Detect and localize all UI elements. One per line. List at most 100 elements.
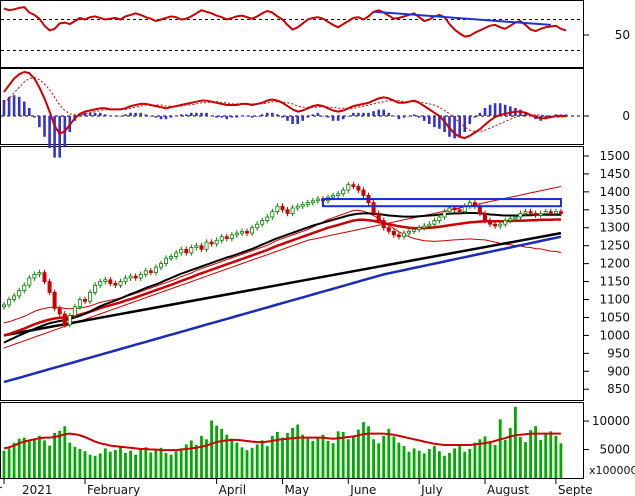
price-tick-label: 1200 <box>599 257 630 271</box>
macd-histogram-bar <box>412 114 416 116</box>
candle-body <box>447 207 452 212</box>
candle-body <box>270 211 275 218</box>
volume-bar <box>17 438 21 478</box>
volume-bar <box>27 441 31 478</box>
candle-body <box>153 266 158 274</box>
volume-bar <box>240 447 244 478</box>
volume-bar <box>129 450 132 478</box>
macd-tick-label: 0 <box>622 109 630 123</box>
candle-body <box>488 220 493 225</box>
candle-body <box>52 291 57 309</box>
volume-bar <box>149 452 153 478</box>
volume-bar <box>250 447 254 478</box>
macd-histogram-bar <box>463 116 466 132</box>
candle-body <box>77 299 82 308</box>
candle-body <box>558 211 563 214</box>
macd-histogram-bar <box>291 116 294 124</box>
ma-red-line <box>3 218 561 337</box>
macd-histogram-bar <box>154 116 158 118</box>
candle-body <box>386 227 391 232</box>
volume-bar <box>549 431 553 478</box>
macd-histogram-bar <box>321 116 325 117</box>
candle-body <box>204 241 209 250</box>
candle-body <box>113 282 118 286</box>
candle-body <box>260 220 265 225</box>
macd-histogram-bar <box>109 116 112 117</box>
volume-bar <box>22 437 26 478</box>
volume-bar <box>367 426 370 478</box>
candle-body <box>83 299 88 302</box>
macd-histogram-bar <box>38 116 41 128</box>
candle-body <box>452 207 457 211</box>
price-tick-label: 850 <box>607 382 630 396</box>
volume-bar <box>326 441 330 478</box>
macd-histogram-bar <box>144 114 148 116</box>
volume-bar <box>453 448 456 478</box>
candle-body <box>498 223 503 227</box>
macd-histogram-bar <box>23 101 26 116</box>
volume-bar <box>230 438 234 478</box>
volume-bar <box>58 430 62 478</box>
rsi-tick-label: 50 <box>615 28 630 42</box>
volume-bar <box>184 444 188 478</box>
macd-histogram-bar <box>453 116 456 139</box>
candle-body <box>280 205 285 211</box>
volume-bar <box>164 453 168 478</box>
volume-bar <box>458 445 462 478</box>
candle-body <box>103 279 108 282</box>
volume-bar <box>43 440 46 478</box>
candle-body <box>427 223 432 227</box>
volume-bar <box>498 419 502 478</box>
macd-histogram-bar <box>58 116 61 158</box>
volume-bar <box>443 455 446 478</box>
volume-bar <box>529 430 532 478</box>
candle-body <box>442 211 447 218</box>
candle-body <box>290 207 295 214</box>
macd-histogram-bar <box>28 108 31 116</box>
macd-histogram-bar <box>205 112 208 116</box>
axis-layer: 50 0 850 900 950 1000 1050 1100 1150 1200 1250 1300… <box>3 28 630 496</box>
macd-histogram-bar <box>93 112 97 116</box>
volume-bar <box>98 453 102 478</box>
macd-histogram-bar <box>185 114 188 116</box>
volume-bar <box>417 450 421 478</box>
rsi-trendline <box>373 10 551 26</box>
volume-bar <box>463 451 467 478</box>
volume-bar <box>144 447 148 478</box>
macd-histogram-bar <box>129 112 132 116</box>
candle-body <box>285 209 290 214</box>
volume-bar <box>255 444 259 478</box>
macd-histogram-bar <box>524 112 527 116</box>
candle-body <box>229 234 234 239</box>
volume-bar <box>397 442 401 478</box>
candle-body <box>224 236 229 239</box>
candle-body <box>477 205 482 214</box>
candle-body <box>265 216 270 221</box>
volume-bar <box>124 453 127 478</box>
price-tick-label: 1400 <box>599 185 630 199</box>
macd-histogram-bar <box>255 116 259 117</box>
candle-body <box>72 306 77 317</box>
macd-histogram-bar <box>276 114 279 116</box>
price-tick-label: 1000 <box>599 328 630 342</box>
macd-histogram-bar <box>443 116 446 132</box>
volume-bar <box>534 426 537 478</box>
macd-histogram-bar <box>326 116 330 118</box>
volume-bar <box>225 434 229 478</box>
candle-body <box>300 203 305 207</box>
ma-blue-line <box>3 235 562 384</box>
candle-body <box>244 230 249 234</box>
volume-ma-line <box>3 432 561 452</box>
candle-body <box>523 211 528 214</box>
candle-body <box>315 198 320 202</box>
candle-body <box>437 216 442 221</box>
macd-histogram-bar <box>498 103 502 116</box>
candle-body <box>250 227 255 234</box>
macd-histogram-bar <box>311 114 315 116</box>
volume-bar <box>205 439 208 478</box>
price-tick-label: 950 <box>607 346 630 360</box>
candle-body <box>548 211 553 214</box>
macd-histogram-bar <box>377 109 380 116</box>
price-tick-label: 1050 <box>599 310 630 324</box>
